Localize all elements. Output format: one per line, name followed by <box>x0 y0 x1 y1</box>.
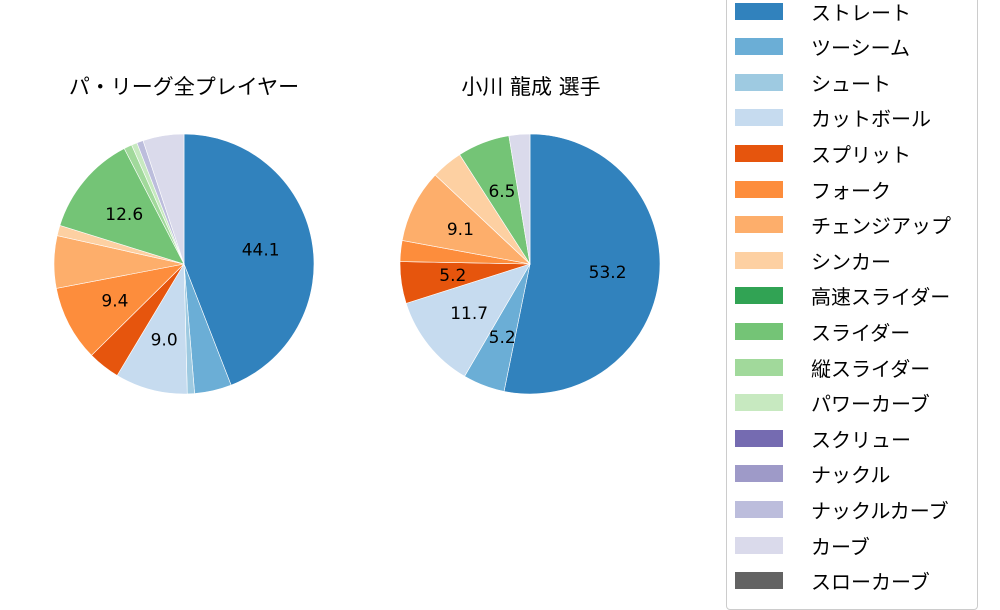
legend-label: ナックルカーブ <box>811 498 949 523</box>
legend-label: パワーカーブ <box>811 392 930 417</box>
legend-label: シンカー <box>811 249 891 274</box>
slice-value-label: 9.4 <box>101 291 128 311</box>
legend-item: シュート <box>735 70 891 96</box>
legend-item: ナックルカーブ <box>735 497 949 523</box>
pie-slice <box>55 263 185 356</box>
slice-value-label: 9.0 <box>151 330 178 350</box>
legend-label: 縦スライダー <box>811 356 931 381</box>
legend-swatch <box>735 322 783 340</box>
legend-item: カーブ <box>735 533 870 559</box>
slice-value-label: 9.1 <box>447 220 474 240</box>
slice-value-label: 12.6 <box>105 205 143 225</box>
pie-slice <box>405 263 531 377</box>
legend-label: ツーシーム <box>811 36 910 61</box>
pie-slice <box>59 148 185 265</box>
legend-label: チェンジアップ <box>811 214 951 239</box>
legend-swatch <box>735 2 783 20</box>
pie-chart-league: 44.1 9.0 9.4 12.6 <box>53 133 315 395</box>
left-chart-title: パ・リーグ全プレイヤー <box>68 75 300 99</box>
legend-item: パワーカーブ <box>735 391 930 417</box>
pie-slice <box>142 133 185 265</box>
legend-item: 高速スライダー <box>735 284 951 310</box>
legend-label: カーブ <box>811 534 870 559</box>
legend-swatch <box>735 429 783 447</box>
legend-item: ストレート <box>735 0 911 25</box>
slice-value-label: 44.1 <box>242 241 280 261</box>
legend-swatch <box>735 358 783 376</box>
legend-label: カットボール <box>811 107 931 132</box>
legend-swatch <box>735 180 783 198</box>
legend-label: スライダー <box>811 320 911 345</box>
legend-item: ナックル <box>735 462 891 488</box>
legend-item: フォーク <box>735 177 891 203</box>
legend-swatch <box>735 536 783 554</box>
legend-swatch <box>735 572 783 590</box>
legend-item: スローカーブ <box>735 569 930 595</box>
slice-value-label: 6.5 <box>488 182 515 202</box>
legend-item: チェンジアップ <box>735 213 951 239</box>
slice-value-label: 11.7 <box>450 304 488 324</box>
legend-item: スクリュー <box>735 426 911 452</box>
legend-swatch <box>735 251 783 269</box>
legend-label: フォーク <box>811 178 891 203</box>
legend-swatch <box>735 287 783 305</box>
legend-item: 縦スライダー <box>735 355 931 381</box>
legend-swatch <box>735 109 783 127</box>
legend-swatch <box>735 38 783 56</box>
pie-slice <box>183 133 315 386</box>
pie-slice <box>508 133 531 265</box>
legend-item: スライダー <box>735 319 911 345</box>
legend-label: シュート <box>811 71 891 96</box>
legend-item: シンカー <box>735 248 891 274</box>
legend-label: スクリュー <box>811 427 911 452</box>
legend: ストレートツーシームシュートカットボール スプリットフォークチェンジアップ シンカー… <box>726 0 978 610</box>
legend-swatch <box>735 144 783 162</box>
legend-label: スローカーブ <box>811 570 930 595</box>
pie-slice <box>503 133 661 395</box>
pie-charts: 44.19.09.412.6 53.25.211.75.29.16.5 <box>53 133 661 395</box>
legend-item: カットボール <box>735 106 931 132</box>
legend-swatch <box>735 73 783 91</box>
legend-swatch <box>735 465 783 483</box>
slice-value-label: 5.2 <box>439 266 466 286</box>
pie-chart-player: 53.25.211.75.29.16.5 <box>399 133 661 395</box>
slice-value-label: 5.2 <box>489 328 516 348</box>
legend-label: ストレート <box>811 0 911 25</box>
legend-item: スプリット <box>735 141 911 167</box>
legend-label: スプリット <box>811 142 911 167</box>
legend-label: ナックル <box>811 463 891 488</box>
legend-item: ツーシーム <box>735 35 910 61</box>
right-chart-title: 小川 龍成 選手 <box>461 75 601 99</box>
legend-label: 高速スライダー <box>811 285 951 310</box>
legend-swatch <box>735 216 783 234</box>
legend-swatch <box>735 500 783 518</box>
legend-swatch <box>735 394 783 412</box>
slice-value-label: 53.2 <box>589 263 627 283</box>
